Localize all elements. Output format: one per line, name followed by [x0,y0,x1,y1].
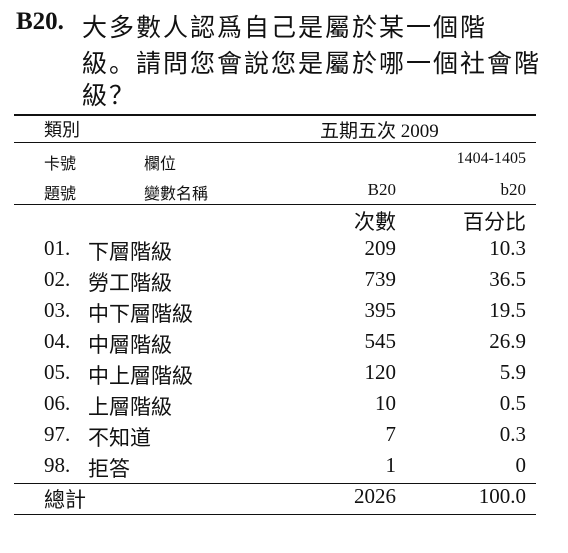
total-label: 總計 [44,488,86,512]
table-row: 05. 中上層階級 120 5.9 [0,360,568,391]
row-code: 05. [44,360,71,384]
question-text-line-1: 大多數人認爲自己是屬於某一個階 [82,13,488,42]
row-label: 勞工階級 [88,271,172,295]
question-no-label: 題號 [44,184,77,203]
table-row: 04. 中層階級 545 26.9 [0,329,568,360]
row-percent: 5.9 [499,360,526,384]
row-percent: 36.5 [489,267,526,291]
question-no-value: B20 [367,180,396,199]
row-percent: 0 [515,453,527,477]
row-percent: 0.5 [499,391,526,415]
row-percent: 26.9 [489,329,526,353]
header-rule [14,142,536,143]
question-number: B20. [16,8,64,35]
row-percent: 10.3 [489,236,526,260]
row-label: 中層階級 [88,333,172,357]
total-count: 2026 [354,484,396,508]
variable-name-value: b20 [500,180,527,199]
row-code: 04. [44,329,71,353]
field-value: 1404-1405 [456,150,526,167]
variable-name-label: 變數名稱 [144,184,209,203]
row-count: 395 [364,298,397,322]
question-text-line-3: 級？ [82,81,137,110]
row-code: 01. [44,236,71,260]
row-code: 98. [44,453,71,477]
row-code: 97. [44,422,71,446]
total-percent: 100.0 [478,484,526,508]
row-count: 545 [364,329,397,353]
row-percent: 0.3 [499,422,526,446]
row-count: 739 [364,267,397,291]
table-row: 01. 下層階級 209 10.3 [0,236,568,267]
total-rule-bottom [14,514,536,515]
category-label: 類別 [44,120,80,141]
row-count: 120 [364,360,397,384]
table-row: 98. 拒答 1 0 [0,453,568,484]
row-label: 下層階級 [88,240,172,264]
row-count: 10 [375,391,396,415]
row-label: 上層階級 [88,395,172,419]
question-text-line-2: 級。請問您會說您是屬於哪一個社會階 [82,49,542,78]
percent-column-header: 百分比 [463,210,526,234]
row-label: 中上層階級 [88,364,193,388]
wave-label: 五期五次 2009 [320,121,439,142]
table-row: 97. 不知道 7 0.3 [0,422,568,453]
table-row: 03. 中下層階級 395 19.5 [0,298,568,329]
row-code: 03. [44,298,71,322]
total-rule-top [14,483,536,484]
row-label: 拒答 [88,457,130,481]
field-label: 欄位 [144,154,177,173]
row-code: 06. [44,391,71,415]
row-label: 不知道 [88,426,151,450]
row-code: 02. [44,267,71,291]
table-top-rule [14,114,536,116]
row-count: 209 [364,236,397,260]
row-count: 1 [385,453,397,477]
table-row: 06. 上層階級 10 0.5 [0,391,568,422]
table-row: 02. 勞工階級 739 36.5 [0,267,568,298]
count-column-header: 次數 [354,210,396,234]
card-label: 卡號 [44,154,77,173]
row-count: 7 [385,422,397,446]
meta-rule [14,204,536,205]
row-percent: 19.5 [489,298,526,322]
row-label: 中下層階級 [88,302,193,326]
